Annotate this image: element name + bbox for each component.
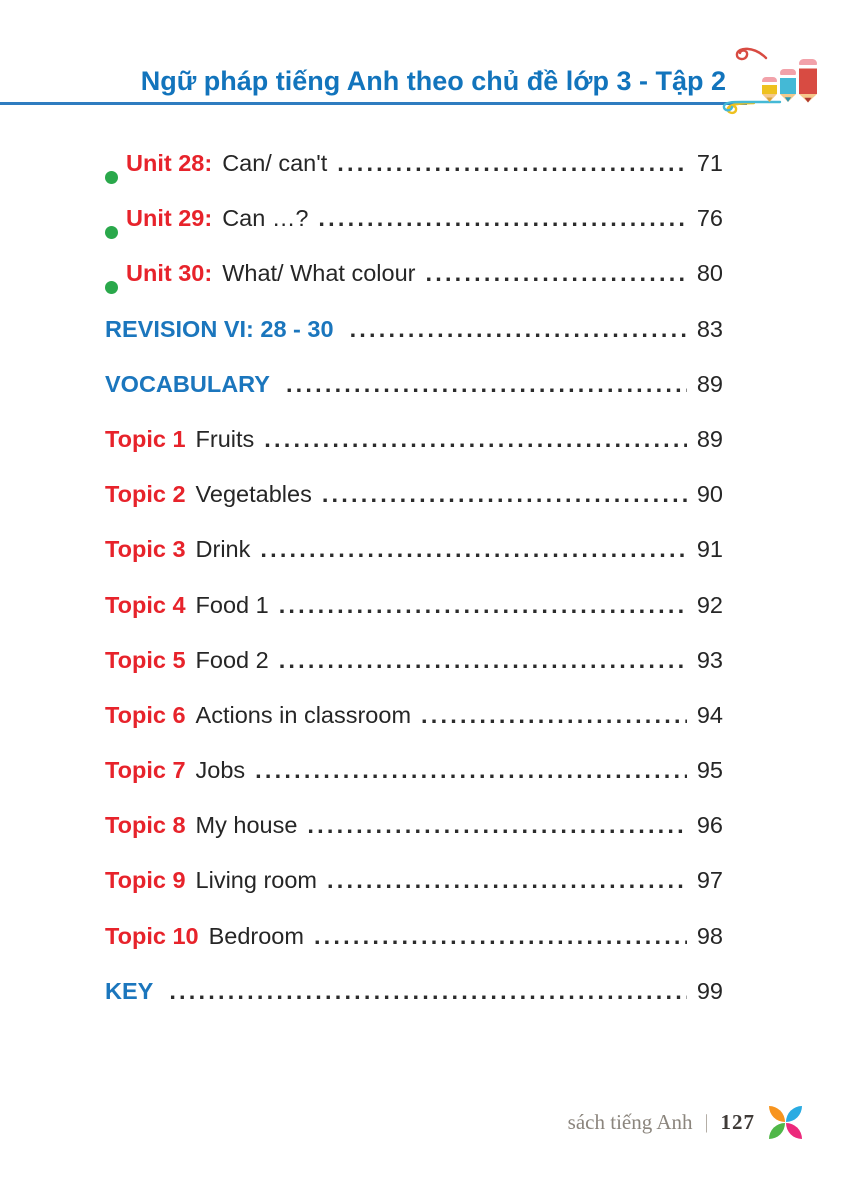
dot-leader: ........................................… [421,701,687,728]
footer-book-label: sách tiếng Anh [567,1110,693,1134]
entry-page-number: 95 [696,757,723,784]
four-petal-flower-logo [769,1106,802,1139]
bullet-icon [105,171,118,185]
entry-label: REVISION VI: 28 - 30 [105,315,334,342]
page-footer: sách tiếng Anh | 127 [568,1106,802,1139]
logo-petal-pink [786,1123,802,1139]
dot-leader: ........................................… [285,370,687,397]
toc-entry-key: KEY ....................................… [105,978,723,1033]
dot-leader: ........................................… [264,425,687,452]
dot-leader: ........................................… [349,315,687,342]
entry-label: Topic 2 [105,481,186,508]
entry-label: Topic 7 [105,757,186,784]
entry-label: Unit 29: [126,205,213,232]
logo-petal-orange [769,1106,785,1122]
entry-label: Topic 9 [105,867,186,894]
entry-label: Topic 3 [105,536,186,563]
entry-label: Unit 28: [126,150,213,176]
toc-entry-topic-2: Topic 2 Vegetables .....................… [105,481,723,536]
entry-title: Vegetables [195,481,312,508]
entry-page-number: 76 [696,205,723,232]
toc-entry-topic-7: Topic 7 Jobs ...........................… [105,757,723,812]
dot-leader: ........................................… [260,536,687,563]
entry-title: Fruits [195,425,255,452]
entry-title: Actions in classroom [195,701,412,728]
entry-title: Food 1 [195,591,269,618]
entry-label: Topic 10 [105,922,199,949]
entry-page-number: 98 [696,922,723,949]
entry-page-number: 99 [696,977,723,1004]
entry-page-number: 89 [696,370,723,397]
entry-label: Topic 5 [105,646,186,673]
three-pencils-icon [722,47,817,115]
toc-entry-topic-1: Topic 1 Fruits .........................… [105,426,723,481]
entry-page-number: 89 [696,425,723,452]
dot-leader: ........................................… [278,591,687,618]
bullet-icon [105,281,118,295]
entry-page-number: 94 [696,701,723,728]
toc-entry-topic-4: Topic 4 Food 1 .........................… [105,592,723,647]
entry-page-number: 96 [696,812,723,839]
entry-page-number: 93 [696,646,723,673]
toc-entry-topic-6: Topic 6 Actions in classroom ...........… [105,702,723,757]
dot-leader: ........................................… [278,646,687,673]
toc-entry-unit-29: Unit 29: Can …? ........................… [105,205,723,260]
entry-title: What/ What colour [222,260,416,287]
toc-entry-revision-vi: REVISION VI: 28 - 30 ...................… [105,316,723,371]
dot-leader: ........................................… [327,867,687,894]
entry-title: Living room [195,867,318,894]
entry-label: KEY [105,977,154,1004]
dot-leader: ........................................… [425,260,687,287]
page-title: Ngữ pháp tiếng Anh theo chủ đề lớp 3 - T… [140,66,726,96]
entry-label: Topic 4 [105,591,186,618]
entry-page-number: 83 [696,315,723,342]
dot-leader: ........................................… [255,757,687,784]
entry-page-number: 90 [696,481,723,508]
toc-entry-unit-28: Unit 28: Can/ can't ....................… [105,150,723,205]
header-divider [0,102,747,105]
dot-leader: ........................................… [307,812,687,839]
entry-label: Unit 30: [126,260,213,287]
entry-label: Topic 6 [105,701,186,728]
entry-title: Food 2 [195,646,269,673]
entry-title: My house [195,812,298,839]
entry-label: Topic 1 [105,425,186,452]
logo-petal-blue [786,1106,802,1122]
toc-entry-topic-10: Topic 10 Bedroom .......................… [105,923,723,978]
logo-petal-green [769,1123,785,1139]
toc-entry-topic-8: Topic 8 My house .......................… [105,812,723,867]
entry-page-number: 80 [696,260,723,287]
dot-leader: ........................................… [318,205,687,232]
entry-title: Drink [195,536,251,563]
entry-page-number: 92 [696,591,723,618]
dot-leader: ........................................… [321,481,687,508]
dot-leader: ........................................… [169,977,687,1004]
entry-title: Jobs [195,757,246,784]
toc-entry-unit-30: Unit 30: What/ What colour .............… [105,260,723,315]
table-of-contents: Unit 28: Can/ can't ....................… [105,150,723,1033]
toc-entry-topic-5: Topic 5 Food 2 .........................… [105,647,723,702]
toc-entry-topic-9: Topic 9 Living room ....................… [105,867,723,922]
toc-entry-vocabulary: VOCABULARY .............................… [105,371,723,426]
entry-page-number: 71 [696,150,723,176]
entry-title: Can/ can't [222,150,328,176]
dot-leader: ........................................… [337,150,687,176]
entry-title: Can …? [222,205,309,232]
entry-label: VOCABULARY [105,370,270,397]
entry-title: Bedroom [208,922,304,949]
footer-page-number: 127 [720,1110,755,1134]
bullet-icon [105,226,118,240]
entry-page-number: 97 [696,867,723,894]
entry-page-number: 91 [696,536,723,563]
toc-entry-topic-3: Topic 3 Drink ..........................… [105,536,723,591]
entry-label: Topic 8 [105,812,186,839]
dot-leader: ........................................… [313,922,687,949]
footer-separator: | [704,1111,709,1133]
